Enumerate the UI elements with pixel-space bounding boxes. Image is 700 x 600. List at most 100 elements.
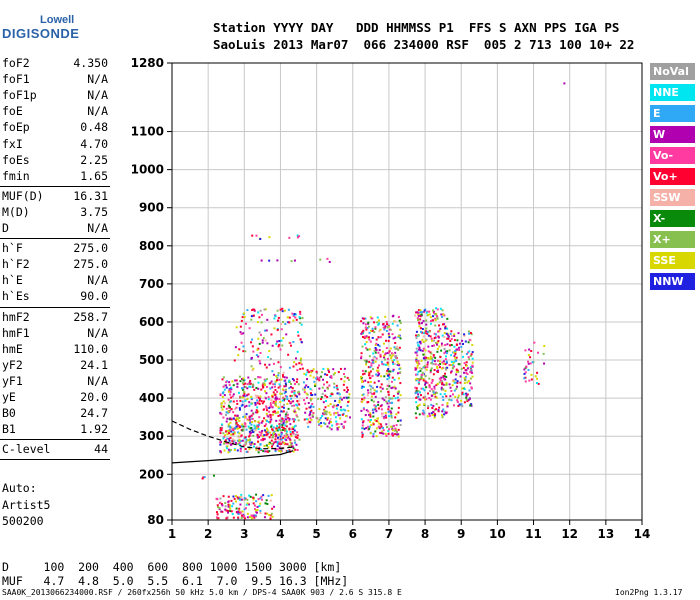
echo-dot <box>250 315 253 318</box>
echo-dot <box>459 381 462 384</box>
echo-dot <box>391 426 394 429</box>
echo-dot <box>294 316 297 319</box>
echo-dot <box>273 410 276 413</box>
echo-dot <box>286 434 289 437</box>
echo-dot <box>450 344 453 347</box>
echo-dot <box>430 388 433 391</box>
echo-dot <box>233 359 236 362</box>
echo-dot <box>272 505 275 508</box>
echo-dot <box>280 425 283 428</box>
echo-dot <box>469 382 472 385</box>
echo-dot <box>343 380 346 383</box>
echo-dot <box>433 337 436 340</box>
echo-dot <box>464 340 467 343</box>
echo-dot <box>433 414 436 417</box>
echo-dot <box>256 406 259 409</box>
echo-dot <box>296 449 299 452</box>
echo-dot <box>382 363 385 366</box>
echo-dot <box>291 445 294 448</box>
echo-dot <box>360 320 363 323</box>
echo-dot <box>222 437 225 440</box>
echo-dot <box>346 404 349 407</box>
param-value: 44 <box>94 442 108 457</box>
echo-dot <box>465 394 468 397</box>
echo-dot <box>263 424 266 427</box>
echo-dot <box>274 440 277 443</box>
echo-dot <box>326 417 329 420</box>
echo-dot <box>467 341 470 344</box>
echo-dot <box>276 390 279 393</box>
echo-dot <box>243 405 246 408</box>
echo-dot <box>384 396 387 399</box>
param-value: 275.0 <box>73 257 108 272</box>
echo-dot <box>418 347 421 350</box>
echo-dot <box>362 322 365 325</box>
echo-dot <box>433 408 436 411</box>
echo-dot <box>447 335 450 338</box>
echo-dot <box>372 415 375 418</box>
echo-dot <box>296 236 299 239</box>
echo-dot <box>251 413 254 416</box>
echo-dot <box>242 377 245 380</box>
echo-dot <box>445 355 448 358</box>
echo-dot <box>273 430 276 433</box>
echo-dot <box>260 421 263 424</box>
echo-dot <box>348 393 351 396</box>
echo-dot <box>287 353 290 356</box>
echo-dot <box>368 420 371 423</box>
echo-dot <box>429 351 432 354</box>
echo-dot <box>251 383 254 386</box>
echo-dot <box>444 350 447 353</box>
echo-dot <box>258 399 261 402</box>
echo-dot <box>291 378 294 381</box>
param-name: M(D) <box>2 204 30 219</box>
echo-dot <box>250 341 253 344</box>
echo-dot <box>235 379 238 382</box>
echo-dot <box>384 325 387 328</box>
echo-dot <box>452 364 455 367</box>
echo-dot <box>297 334 300 337</box>
echo-dot <box>234 419 237 422</box>
echo-dot <box>248 385 251 388</box>
echo-dot <box>303 388 306 391</box>
echo-dot <box>376 366 379 369</box>
echo-dot <box>224 508 227 511</box>
echo-dot <box>272 413 275 416</box>
echo-dot <box>378 322 381 325</box>
echo-dot <box>250 517 253 520</box>
echo-dot <box>379 353 382 356</box>
echo-dot <box>371 387 374 390</box>
echo-dot <box>256 348 259 351</box>
echo-dot <box>450 334 453 337</box>
echo-dot <box>423 398 426 401</box>
echo-dot <box>272 426 275 429</box>
echo-dot <box>277 345 280 348</box>
echo-dot <box>330 393 333 396</box>
echo-dot <box>247 393 250 396</box>
echo-dot <box>384 363 387 366</box>
echo-dot <box>301 367 304 370</box>
echo-dot <box>432 310 435 313</box>
echo-dot <box>445 360 448 363</box>
x-tick-label: 1 <box>168 527 176 541</box>
echo-dot <box>232 433 235 436</box>
echo-dot <box>471 375 474 378</box>
echo-dot <box>397 362 400 365</box>
echo-dot <box>363 427 366 430</box>
echo-dot <box>243 497 246 500</box>
echo-dot <box>376 369 379 372</box>
echo-dot <box>441 403 444 406</box>
echo-dot <box>371 327 374 330</box>
echo-dot <box>244 382 247 385</box>
echo-dot <box>309 374 312 377</box>
echo-dot <box>328 384 331 387</box>
echo-dot <box>302 381 305 384</box>
echo-dot <box>238 509 241 512</box>
echo-dot <box>388 325 391 328</box>
echo-dot <box>372 392 375 395</box>
echo-dot <box>429 357 432 360</box>
echo-dot <box>315 372 318 375</box>
echo-dot <box>290 400 293 403</box>
echo-dot <box>432 355 435 358</box>
echo-dot <box>289 386 292 389</box>
